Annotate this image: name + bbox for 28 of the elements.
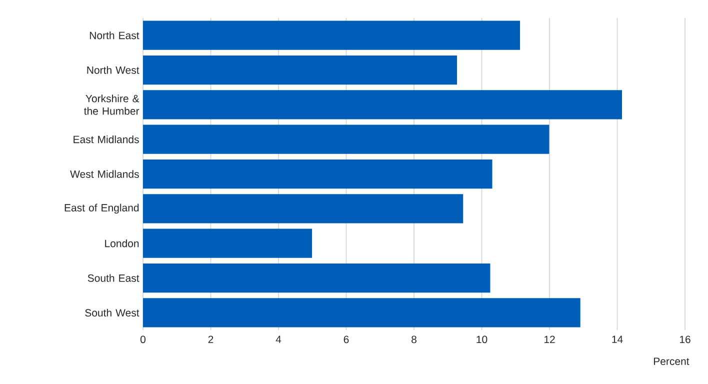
bar xyxy=(143,228,312,258)
bar xyxy=(143,194,464,224)
bar xyxy=(143,298,580,328)
x-axis-title: Percent xyxy=(654,358,690,366)
x-tick-label: 12 xyxy=(544,336,555,344)
x-tick-label: 2 xyxy=(208,336,214,344)
x-tick-label: 0 xyxy=(140,336,146,344)
bar xyxy=(143,55,458,85)
x-tick-label: 10 xyxy=(476,336,488,344)
y-tick-label: South East xyxy=(88,274,140,282)
y-tick-label: Yorkshire & the Humber xyxy=(84,94,140,115)
y-tick-label: North East xyxy=(90,31,140,40)
y-tick-label: East Midlands xyxy=(74,135,139,144)
x-tick-label: 4 xyxy=(276,336,282,343)
y-tick-label: London xyxy=(105,239,139,248)
x-tick-label: 6 xyxy=(344,336,349,344)
y-tick-label: East of England xyxy=(64,204,139,214)
x-tick-label: 16 xyxy=(680,336,690,344)
x-tick-label: 14 xyxy=(612,336,623,343)
bar xyxy=(143,90,622,120)
bar xyxy=(143,20,520,50)
y-tick-label: West Midlands xyxy=(70,170,139,178)
bar xyxy=(143,124,550,154)
y-tick-label: South West xyxy=(85,308,140,317)
y-tick-label: North West xyxy=(87,66,140,74)
bar xyxy=(143,263,490,293)
bar xyxy=(143,159,492,189)
x-tick-label: 8 xyxy=(412,336,416,344)
